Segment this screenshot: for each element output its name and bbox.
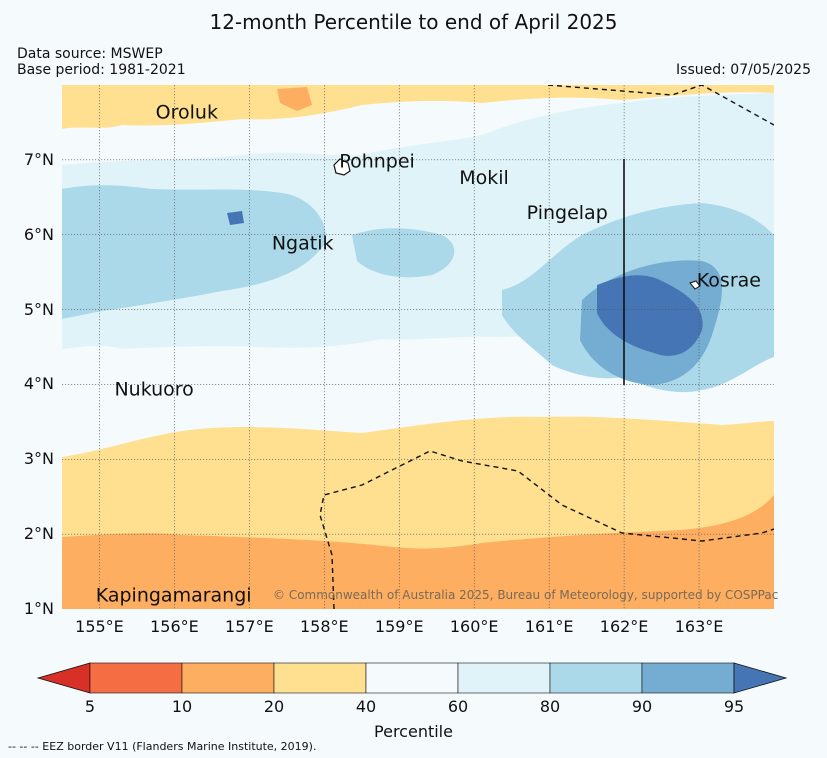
- lat-tick-label: 6°N: [23, 224, 54, 244]
- colorbar-tick-label: 10: [171, 697, 193, 716]
- colorbar-title: Percentile: [374, 722, 453, 741]
- place-label: Pohnpei: [339, 150, 415, 172]
- colorbar-extend-low: [36, 662, 91, 694]
- eez-border-south: [319, 450, 774, 609]
- band-80-90-center: [352, 228, 455, 278]
- lon-tick-label: 156°E: [150, 617, 199, 636]
- band-80-90-west: [62, 185, 326, 319]
- colorbar-segment: [457, 662, 551, 694]
- place-label: Ngatik: [272, 233, 334, 255]
- place-label: Kapingamarangi: [96, 585, 252, 607]
- lon-tick-label: 160°E: [449, 617, 499, 636]
- chart-title: 12-month Percentile to end of April 2025: [209, 10, 618, 34]
- lon-tick-label: 161°E: [524, 617, 574, 636]
- lon-tick-label: 159°E: [374, 617, 424, 636]
- colorbar-segment: [89, 662, 183, 694]
- colorbar-tick-label: 80: [539, 697, 561, 716]
- colorbar-tick-label: 60: [447, 697, 469, 716]
- place-labels: Oroluk Pohnpei Mokil Pingelap Ngatik Kosrae Nu…: [96, 102, 761, 607]
- base-period-label: Base period: 1981-2021: [17, 62, 186, 78]
- lat-tick-label: 2°N: [23, 524, 54, 544]
- lat-tick-label: 3°N: [23, 449, 54, 469]
- place-label: Mokil: [459, 167, 509, 189]
- colorbar-tick-label: 95: [723, 697, 745, 716]
- lon-tick-label: 158°E: [299, 617, 349, 636]
- copyright-notice: © Commonwealth of Australia 2025, Bureau…: [273, 588, 779, 602]
- colorbar-segment: [181, 662, 275, 694]
- eez-footnote: -- -- -- EEZ border V11 (Flanders Marine…: [8, 740, 317, 753]
- colorbar-tick-label: 90: [631, 697, 653, 716]
- pohnpei-island: [333, 158, 351, 176]
- band-20-40-north: [62, 85, 774, 129]
- colorbar-tick-label: 20: [263, 697, 285, 716]
- colorbar-tick-label: 40: [355, 697, 377, 716]
- colorbar-segment: [365, 662, 459, 694]
- place-label: Oroluk: [156, 102, 218, 124]
- percentile-map: Oroluk Pohnpei Mokil Pingelap Ngatik Kosrae Nu…: [62, 85, 774, 609]
- colorbar: [36, 662, 788, 694]
- lat-tick-label: 7°N: [23, 149, 54, 169]
- kosrae-island: [689, 280, 701, 290]
- colorbar-tick-label: 5: [84, 697, 96, 716]
- lat-tick-label: 4°N: [23, 374, 54, 394]
- place-label: Nukuoro: [114, 379, 193, 401]
- lon-tick-label: 162°E: [599, 617, 649, 636]
- band-10-20-north: [277, 87, 312, 111]
- colorbar-segment: [641, 662, 735, 694]
- lon-tick-label: 155°E: [75, 617, 124, 636]
- colorbar-segment: [549, 662, 643, 694]
- lon-tick-label: 157°E: [225, 617, 274, 636]
- lat-tick-label: 5°N: [23, 299, 54, 319]
- band-95-small: [227, 211, 244, 225]
- issued-date-label: Issued: 07/05/2025: [676, 62, 811, 78]
- colorbar-extend-high: [733, 662, 788, 694]
- lon-tick-label: 163°E: [674, 617, 724, 636]
- place-label: Pingelap: [527, 202, 608, 224]
- band-10-20-south: [62, 495, 774, 609]
- data-source-label: Data source: MSWEP: [17, 46, 163, 62]
- lat-tick-label: 1°N: [23, 599, 54, 618]
- colorbar-segment: [273, 662, 367, 694]
- place-label: Kosrae: [697, 269, 761, 291]
